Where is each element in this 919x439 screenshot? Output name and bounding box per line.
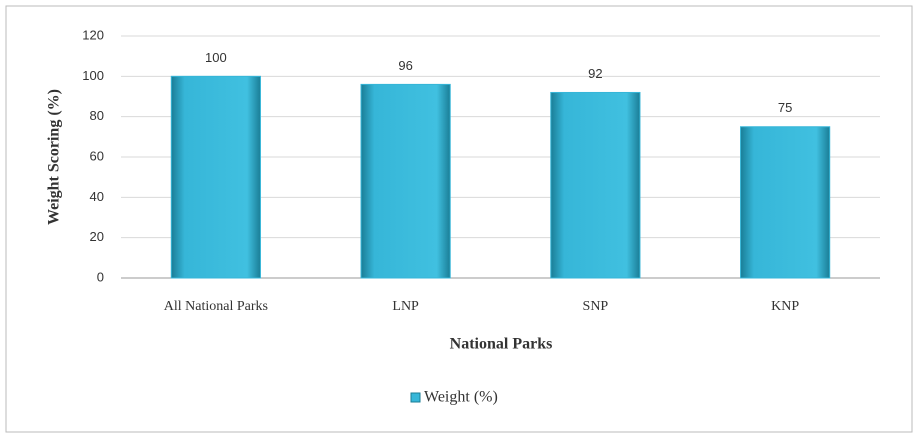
bar bbox=[170, 75, 261, 279]
legend-swatch bbox=[410, 392, 421, 403]
x-tick-label: All National Parks bbox=[164, 299, 268, 314]
y-tick-label: 60 bbox=[90, 148, 104, 163]
x-tick-label: KNP bbox=[771, 299, 799, 314]
y-tick-label: 100 bbox=[82, 68, 104, 83]
x-tick-label: SNP bbox=[583, 299, 609, 314]
legend-label: Weight (%) bbox=[424, 389, 498, 406]
y-tick-label: 20 bbox=[90, 229, 104, 244]
bar bbox=[360, 83, 451, 279]
data-label: 92 bbox=[588, 66, 602, 81]
y-tick-label: 0 bbox=[97, 269, 104, 284]
y-tick-label: 40 bbox=[90, 189, 104, 204]
data-label: 100 bbox=[205, 50, 227, 65]
x-tick-label: LNP bbox=[392, 299, 419, 314]
y-tick-label: 120 bbox=[82, 27, 104, 42]
bar bbox=[550, 91, 641, 279]
bar bbox=[740, 126, 831, 279]
y-axis-title: Weight Scoring (%) bbox=[46, 89, 63, 225]
y-tick-label: 80 bbox=[90, 108, 104, 123]
x-axis-title: National Parks bbox=[450, 336, 553, 353]
data-label: 96 bbox=[398, 58, 412, 73]
data-label: 75 bbox=[778, 100, 792, 115]
